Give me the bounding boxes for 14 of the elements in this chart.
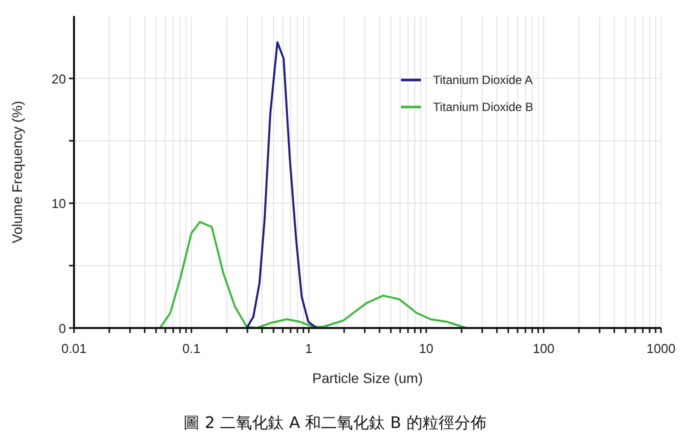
text: 圖 2 二氧化鈦 A 和二氧化鈦 B 的粒徑分佈 <box>184 413 486 432</box>
x-tick-label: 1000 <box>646 341 676 356</box>
y-tick-label: 20 <box>52 71 66 86</box>
x-tick-label: 10 <box>418 341 434 356</box>
y-axis-title: Volume Frequency (%) <box>9 100 25 244</box>
x-tick-label: 100 <box>532 341 554 356</box>
legend-label: Titanium Dioxide A <box>433 73 533 87</box>
x-tick-label: 1 <box>305 341 312 356</box>
y-tick-label: 0 <box>58 321 66 336</box>
x-axis-title: Particle Size (um) <box>312 370 423 386</box>
y-tick-label: 10 <box>52 196 66 212</box>
x-tick-label: 0.1 <box>182 341 200 356</box>
x-tick-label: 0.01 <box>61 341 87 356</box>
legend-label: Titanium Dioxide B <box>433 100 534 114</box>
